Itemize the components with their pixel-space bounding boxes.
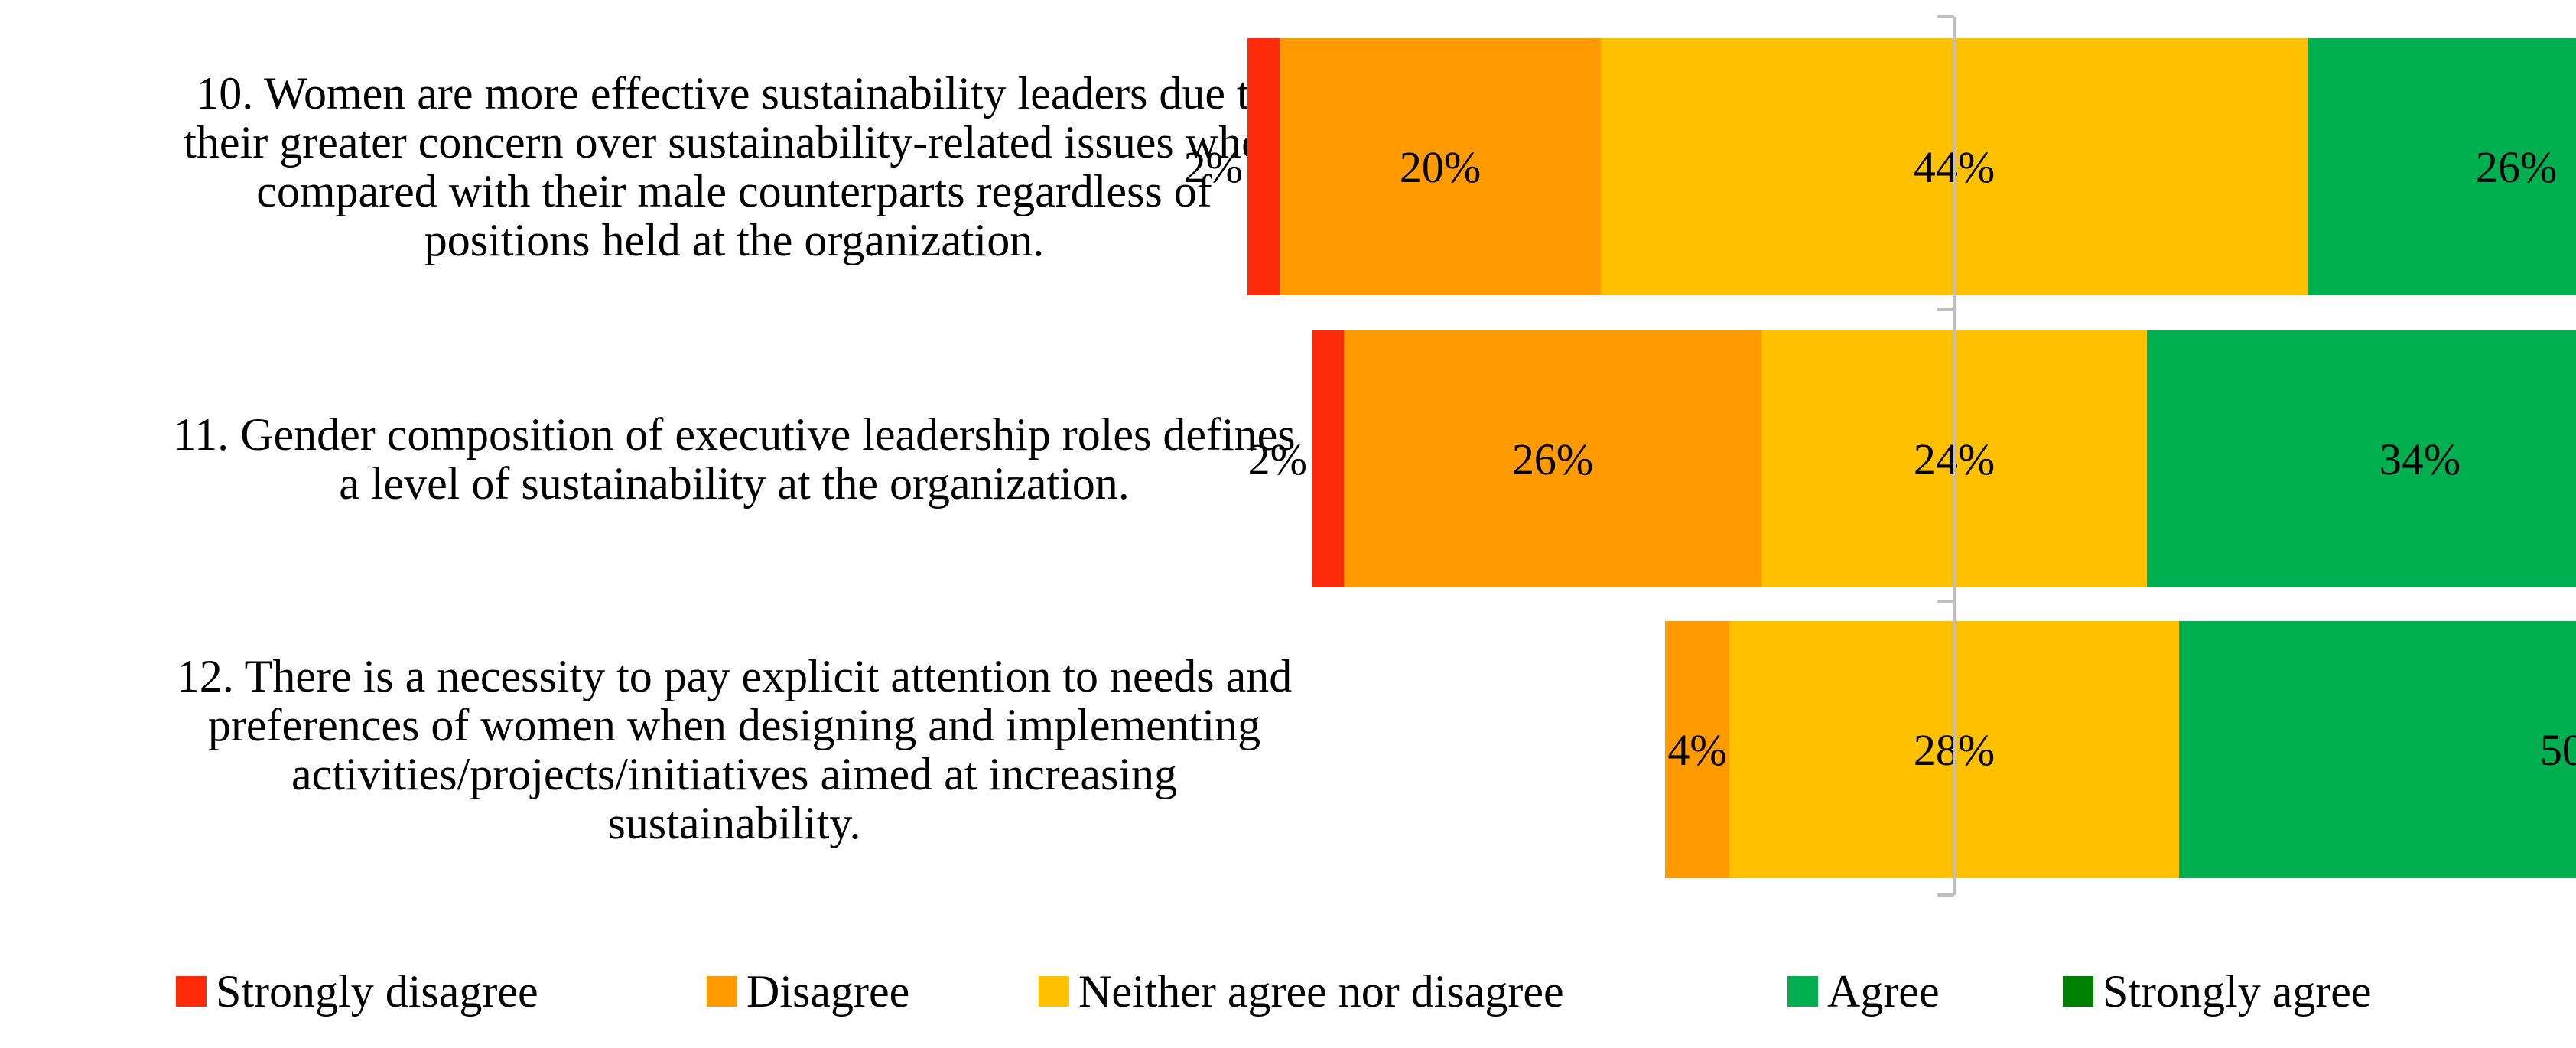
bar-segment-strongly-disagree bbox=[1312, 330, 1344, 587]
statement-line: their greater concern over sustainabilit… bbox=[184, 117, 1284, 168]
bar-segment-agree bbox=[2308, 38, 2576, 295]
legend-swatch bbox=[176, 976, 207, 1007]
statement-label-1: 10. Women are more effective sustainabil… bbox=[184, 68, 1284, 265]
data-label: 26% bbox=[1512, 434, 1593, 484]
data-label: 20% bbox=[1400, 142, 1481, 192]
statement-line: a level of sustainability at the organiz… bbox=[339, 458, 1130, 509]
statement-line: activities/projects/initiatives aimed at… bbox=[291, 749, 1177, 799]
legend-label: Disagree bbox=[746, 966, 909, 1017]
bar-segment-agree bbox=[2179, 621, 2576, 878]
data-label: 26% bbox=[2476, 142, 2557, 192]
statement-line: 11. Gender composition of executive lead… bbox=[173, 409, 1295, 460]
legend-label: Strongly disagree bbox=[216, 966, 538, 1017]
statement-line: sustainability. bbox=[607, 798, 860, 848]
data-label: 2% bbox=[1184, 142, 1243, 192]
statement-labels: 10. Women are more effective sustainabil… bbox=[173, 68, 1295, 848]
bar-segment-disagree bbox=[1280, 38, 1601, 295]
statement-line: preferences of women when designing and … bbox=[208, 700, 1260, 750]
legend: Strongly disagree Disagree Neither agree n… bbox=[176, 966, 2372, 1017]
legend-label: Strongly agree bbox=[2103, 966, 2372, 1017]
bar-segment-strongly-disagree bbox=[1247, 38, 1280, 295]
bar-segment-agree bbox=[2147, 330, 2576, 587]
statement-line: positions held at the organization. bbox=[424, 215, 1044, 265]
legend-swatch bbox=[1039, 976, 1069, 1007]
legend-swatch bbox=[1787, 976, 1818, 1007]
legend-label: Neither agree nor disagree bbox=[1078, 966, 1564, 1017]
bar-segment-disagree bbox=[1665, 621, 1729, 878]
data-label: 50% bbox=[2540, 725, 2576, 775]
statement-label-3: 12. There is a necessity to pay explicit… bbox=[177, 651, 1293, 848]
center-axis bbox=[1937, 15, 1956, 897]
legend-swatch bbox=[2063, 976, 2093, 1007]
statement-line: compared with their male counterparts re… bbox=[256, 166, 1212, 216]
statement-line: 12. There is a necessity to pay explicit… bbox=[177, 651, 1293, 701]
legend-swatch bbox=[707, 976, 737, 1007]
data-label: 2% bbox=[1248, 434, 1307, 484]
data-label: 4% bbox=[1667, 725, 1726, 775]
statement-label-2: 11. Gender composition of executive lead… bbox=[173, 409, 1295, 509]
bar-segment-disagree bbox=[1344, 330, 1761, 587]
data-label: 34% bbox=[2379, 434, 2461, 484]
statement-line: 10. Women are more effective sustainabil… bbox=[196, 68, 1272, 119]
legend-label: Agree bbox=[1827, 966, 1940, 1017]
